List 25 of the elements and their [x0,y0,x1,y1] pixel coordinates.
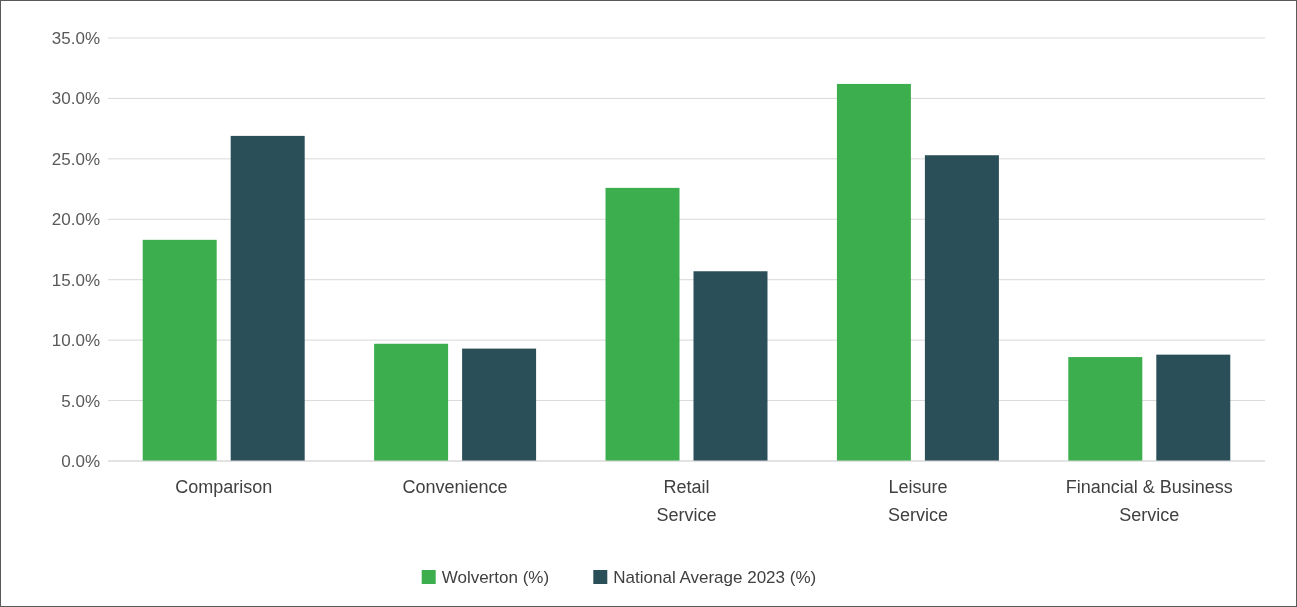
x-tick-label: Comparison [175,477,273,497]
y-tick-label: 5.0% [61,391,100,411]
bar [1156,354,1231,461]
y-tick-label: 20.0% [51,210,100,230]
y-tick-label: 25.0% [51,149,100,169]
bar [462,348,537,461]
y-tick-label: 0.0% [61,451,100,471]
bar [924,155,999,461]
bar [230,135,305,461]
x-tick-label: Leisure Service [887,477,948,525]
bar [836,83,911,461]
bar [693,271,768,461]
y-tick-label: 35.0% [51,28,100,48]
x-tick-label: Convenience [402,477,508,497]
legend-label: Wolverton (%) [441,567,550,587]
y-tick-label: 30.0% [51,89,100,109]
bar [142,239,217,461]
y-tick-label: 10.0% [51,331,100,351]
x-tick-label: Financial & Business Service [1065,477,1233,525]
legend-label: National Average 2023 (%) [613,567,817,587]
y-tick-label: 15.0% [51,270,100,290]
x-tick-label: Retail Service [656,477,717,525]
bar [1068,357,1143,461]
bar [605,187,680,461]
bar [374,343,449,461]
